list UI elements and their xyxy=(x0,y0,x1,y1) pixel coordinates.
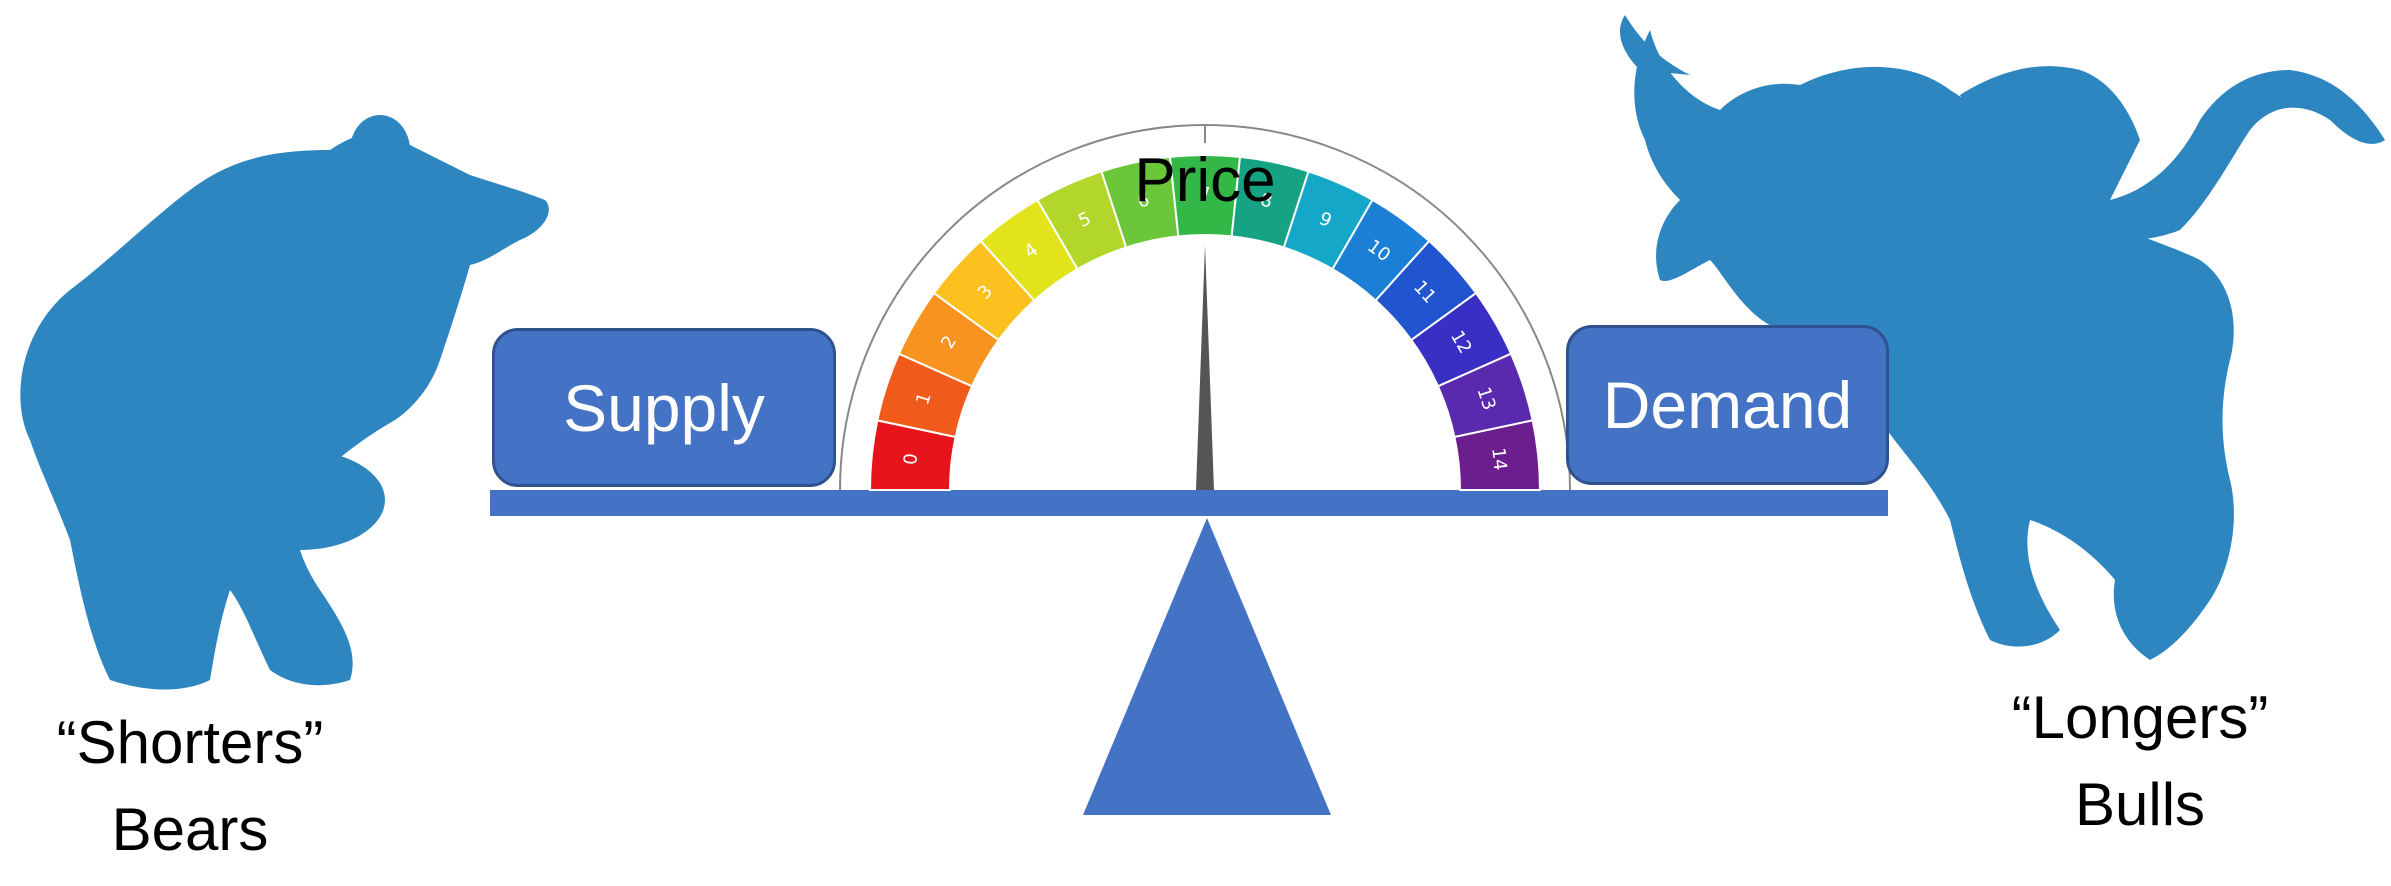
bear-icon xyxy=(20,115,549,690)
gauge-pointer xyxy=(1196,245,1214,490)
bulls-quote-label: “Longers” xyxy=(2011,684,2269,751)
seesaw-plank xyxy=(490,490,1888,516)
bull-icon xyxy=(1620,15,2385,660)
gauge-tick-label: 8 xyxy=(1259,189,1275,212)
seesaw-fulcrum xyxy=(1083,518,1331,815)
supply-box: Supply xyxy=(492,328,836,487)
price-label: Price xyxy=(1134,146,1276,215)
gauge-tick-label: 6 xyxy=(1136,189,1152,212)
gauge-tick-label: 7 xyxy=(1199,184,1210,205)
bulls-label: Bulls xyxy=(2074,771,2206,838)
bears-label: Bears xyxy=(111,796,269,863)
bears-quote-label: “Shorters” xyxy=(56,709,324,776)
gauge-tick-label: 0 xyxy=(900,452,922,466)
gauge-segment-14 xyxy=(1453,419,1542,491)
demand-box: Demand xyxy=(1566,325,1889,485)
gauge-tick-label: 14 xyxy=(1487,447,1510,472)
